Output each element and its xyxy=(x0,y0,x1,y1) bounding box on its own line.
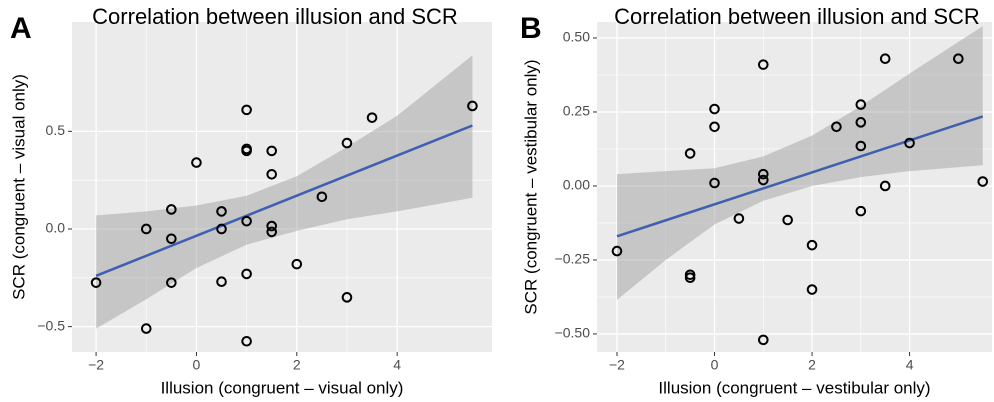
regression-line xyxy=(95,124,473,278)
data-point xyxy=(684,148,696,159)
y-tick-label: 0.00 xyxy=(563,177,590,193)
confidence-band xyxy=(616,26,983,300)
plot-background xyxy=(72,22,492,352)
x-tick-label: 4 xyxy=(906,357,914,373)
data-point xyxy=(241,215,252,227)
data-point xyxy=(879,53,891,64)
data-point xyxy=(216,223,227,235)
x-tick-label: 0 xyxy=(193,357,201,373)
data-point xyxy=(879,180,891,192)
regression-line xyxy=(616,115,984,238)
data-point xyxy=(166,204,177,215)
data-point xyxy=(241,104,252,116)
data-point xyxy=(757,168,769,180)
data-point xyxy=(241,335,252,347)
confidence-band xyxy=(96,55,473,329)
data-point xyxy=(266,169,278,180)
data-point xyxy=(855,140,867,152)
panel-letter: B xyxy=(520,12,542,45)
data-point xyxy=(709,103,720,115)
data-point xyxy=(709,121,720,133)
chart-title: Correlation between illusion and SCR xyxy=(614,4,980,29)
data-point xyxy=(166,277,177,288)
data-point xyxy=(140,223,152,235)
data-point xyxy=(341,137,353,149)
y-axis-label: SCR (congruent – visual only) xyxy=(9,74,28,300)
data-point xyxy=(709,177,720,189)
y-tick-label: −0.50 xyxy=(555,325,591,341)
data-point xyxy=(806,239,818,251)
y-tick-label: 0.5 xyxy=(46,122,66,138)
data-point xyxy=(757,59,769,70)
data-point xyxy=(90,277,102,288)
data-point xyxy=(831,121,842,133)
x-tick-label: 0 xyxy=(711,357,719,373)
data-point xyxy=(166,233,177,245)
x-tick-label: 2 xyxy=(808,357,816,373)
data-point xyxy=(140,323,152,334)
panel: −2 0 2 4 −0.5 0.0 0.5 A Correlation between illu… xyxy=(9,4,492,397)
y-tick-label: 0.25 xyxy=(563,103,590,119)
y-tick-label: −0.25 xyxy=(555,251,591,267)
y-tick-label: −0.5 xyxy=(37,317,65,333)
data-point xyxy=(266,145,278,157)
data-point xyxy=(855,117,867,128)
data-point xyxy=(266,226,278,238)
data-point xyxy=(611,245,623,257)
panel: −2 0 2 4 −0.50 −0.25 0.00 0.25 0.50 B Correlation … xyxy=(520,4,992,397)
data-point xyxy=(291,258,303,270)
data-point xyxy=(904,137,915,149)
data-point xyxy=(467,100,478,112)
data-point xyxy=(341,292,353,303)
data-point xyxy=(733,213,745,224)
data-point xyxy=(266,220,278,232)
x-tick-label: −2 xyxy=(609,357,625,373)
data-point xyxy=(977,176,989,187)
data-point xyxy=(782,214,793,226)
y-axis-label: SCR (congruent – vestibular only) xyxy=(521,59,540,314)
data-point xyxy=(953,53,964,64)
data-point xyxy=(241,145,252,157)
data-point xyxy=(241,268,252,280)
x-axis-label: Illusion (congruent – visual only) xyxy=(161,378,404,397)
data-point xyxy=(684,272,696,284)
y-tick-label: 0.50 xyxy=(563,29,590,45)
x-tick-label: 4 xyxy=(393,357,401,373)
data-point xyxy=(366,112,378,123)
data-point xyxy=(757,334,769,346)
data-point xyxy=(855,99,867,110)
x-tick-label: −2 xyxy=(88,357,104,373)
chart-title: Correlation between illusion and SCR xyxy=(92,4,458,29)
data-point xyxy=(216,276,227,288)
data-point xyxy=(316,191,328,203)
data-point xyxy=(191,157,202,168)
x-tick-label: 2 xyxy=(293,357,301,373)
data-point xyxy=(216,206,227,217)
y-tick-label: 0.0 xyxy=(46,220,66,236)
data-point xyxy=(757,174,769,186)
data-point xyxy=(855,205,867,217)
panel-letter: A xyxy=(10,12,32,45)
x-axis-label: Illusion (congruent – vestibular only) xyxy=(658,378,930,397)
data-point xyxy=(806,284,818,295)
